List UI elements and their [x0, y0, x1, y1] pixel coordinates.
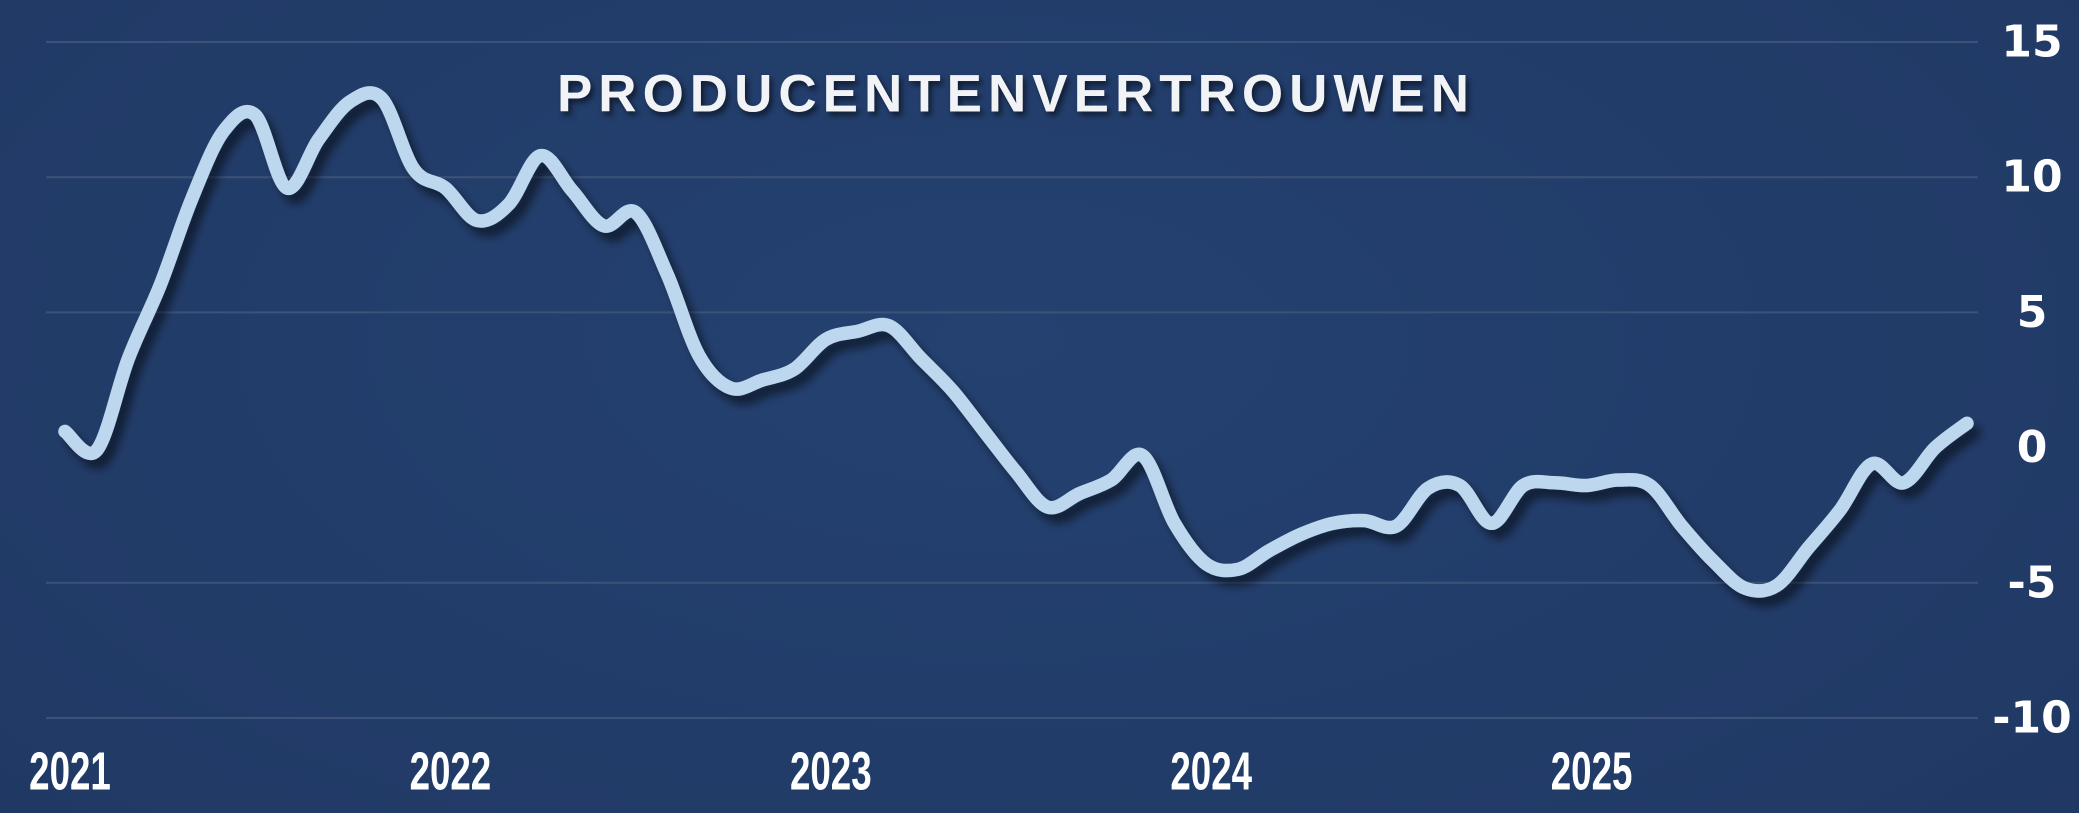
x-tick-label-2022: 2022 [410, 741, 492, 802]
x-tick-label-2023: 2023 [790, 741, 872, 802]
y-tick-label-5: 5 [2017, 287, 2048, 338]
producer-confidence-series-line [58, 86, 1974, 598]
y-tick-label-0: 0 [2017, 422, 2048, 473]
x-tick-label-2024: 2024 [1170, 741, 1252, 802]
y-tick-label-15: 15 [2001, 17, 2062, 68]
gridlines [46, 41, 1978, 719]
x-tick-label-2021: 2021 [29, 741, 111, 802]
y-tick-label-10: 10 [2001, 152, 2062, 203]
chart-title: PRODUCENTENVERTROUWEN [556, 64, 1476, 124]
x-axis-labels: 2021 2022 2023 2024 2025 [29, 741, 1632, 802]
y-tick-label--5: -5 [2008, 557, 2057, 608]
y-axis-labels: 15 10 5 0 -5 -10 [1992, 17, 2072, 744]
y-tick-label--10: -10 [1992, 693, 2072, 744]
x-tick-label-2025: 2025 [1551, 741, 1633, 802]
